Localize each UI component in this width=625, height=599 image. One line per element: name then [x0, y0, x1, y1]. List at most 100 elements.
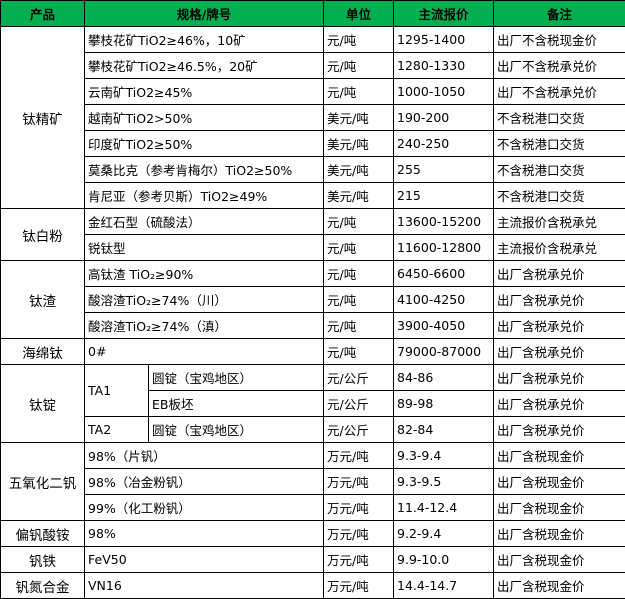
price-cell: 9.9-10.0 [393, 546, 495, 573]
table-row: TA2 圆锭（宝鸡地区） 元/公斤 82-84 出厂含税承兑价 [1, 416, 625, 443]
spec-cell: 锐钛型 [83, 234, 325, 261]
price-cell: 215 [393, 182, 495, 209]
form-cell: 圆锭（宝鸡地区） [147, 364, 325, 391]
note-cell: 出厂含税现金价 [493, 572, 625, 599]
note-cell: 不含税港口交货 [493, 130, 625, 157]
table-row: 产品 规格/牌号 单位 主流报价 备注 [0, 0, 625, 27]
table-row: 钒氮合金 VN16 万元/吨 14.4-14.7 出厂含税现金价 [0, 572, 625, 599]
price-cell: 190-200 [393, 104, 495, 131]
note-cell: 出厂不含税承兑价 [493, 52, 625, 79]
header-cell: 单位 [323, 0, 395, 27]
table-row: 99%（化工粉钒） 万元/吨 11.4-12.4 出厂含税现金价 [1, 494, 625, 521]
spec-cell: 莫桑比克（参考肯梅尔）TiO2≥50% [83, 156, 325, 183]
product-cell: 钛精矿 [0, 26, 85, 209]
price-cell: 13600-15200 [393, 208, 495, 235]
table-row: 越南矿TiO2>50% 美元/吨 190-200 不含税港口交货 [1, 104, 625, 131]
price-cell: 9.3-9.4 [393, 442, 495, 469]
note-cell: 出厂含税现金价 [493, 520, 625, 547]
form-cell: 圆锭（宝鸡地区） [147, 416, 325, 443]
note-cell: 出厂不含税承兑价 [493, 78, 625, 105]
unit-cell: 万元/吨 [323, 520, 395, 547]
unit-cell: 元/吨 [323, 338, 395, 365]
header-cell: 产品 [0, 0, 85, 27]
price-cell: 89-98 [393, 390, 495, 417]
unit-cell: 万元/吨 [323, 442, 395, 469]
unit-cell: 元/吨 [323, 78, 395, 105]
table-row: 钛锭 TA1 圆锭（宝鸡地区） 元/公斤 84-86 出厂含税承兑价 [0, 364, 625, 443]
price-cell: 4100-4250 [393, 286, 495, 313]
unit-cell: 万元/吨 [323, 468, 395, 495]
table-row: 酸溶渣TiO₂≥74%（滇） 元/吨 3900-4050 出厂含税承兑价 [1, 312, 625, 339]
table-row: 云南矿TiO2≥45% 元/吨 1000-1050 出厂不含税承兑价 [1, 78, 625, 105]
price-cell: 1295-1400 [393, 26, 495, 53]
spec-cell: 酸溶渣TiO₂≥74%（滇） [83, 312, 325, 339]
table-row: 锐钛型 元/吨 11600-12800 主流报价含税承兑 [1, 234, 625, 261]
note-cell: 出厂含税承兑价 [493, 390, 625, 417]
spec-cell: 金红石型（硫酸法） [83, 208, 325, 235]
grade-cell: TA2 [84, 416, 149, 443]
unit-cell: 美元/吨 [323, 104, 395, 131]
table-row: 肯尼亚（参考贝斯）TiO2≥49% 美元/吨 215 不含税港口交货 [1, 182, 625, 209]
table-row: 钛精矿 攀枝花矿TiO2≥46%，10矿 元/吨 1295-1400 出厂不含税现金价 [0, 26, 625, 209]
spec-cell: 云南矿TiO2≥45% [83, 78, 325, 105]
spec-cell: 攀枝花矿TiO2≥46%，10矿 [83, 26, 325, 53]
unit-cell: 元/吨 [323, 208, 395, 235]
unit-cell: 万元/吨 [323, 572, 395, 599]
price-cell: 11.4-12.4 [393, 494, 495, 521]
table-row: 五氧化二钒 98%（片钒） 万元/吨 9.3-9.4 出厂含税现金价 [0, 442, 625, 521]
price-cell: 240-250 [393, 130, 495, 157]
table-row: 偏钒酸铵 98% 万元/吨 9.2-9.4 出厂含税现金价 [0, 520, 625, 547]
spec-cell: 98% [83, 520, 325, 547]
note-cell: 不含税港口交货 [493, 156, 625, 183]
price-cell: 3900-4050 [393, 312, 495, 339]
price-cell: 6450-6600 [393, 260, 495, 287]
product-cell: 钛锭 [0, 364, 85, 443]
unit-cell: 元/公斤 [323, 364, 395, 391]
note-cell: 主流报价含税承兑 [493, 234, 625, 261]
price-cell: 255 [393, 156, 495, 183]
product-cell: 钛渣 [0, 260, 85, 339]
spec-cell: 0# [83, 338, 325, 365]
unit-cell: 美元/吨 [323, 130, 395, 157]
table-row: 酸溶渣TiO₂≥74%（川） 元/吨 4100-4250 出厂含税承兑价 [1, 286, 625, 313]
spec-cell: 肯尼亚（参考贝斯）TiO2≥49% [83, 182, 325, 209]
header-cell: 备注 [493, 0, 625, 27]
unit-cell: 元/吨 [323, 234, 395, 261]
unit-cell: 美元/吨 [323, 156, 395, 183]
table-row: 莫桑比克（参考肯梅尔）TiO2≥50% 美元/吨 255 不含税港口交货 [1, 156, 625, 183]
note-cell: 出厂含税现金价 [493, 468, 625, 495]
price-cell: 9.2-9.4 [393, 520, 495, 547]
price-cell: 11600-12800 [393, 234, 495, 261]
table-row: 钛白粉 金红石型（硫酸法） 元/吨 13600-15200 主流报价含税承兑 [0, 208, 625, 261]
spec-cell: 攀枝花矿TiO2≥46.5%，20矿 [83, 52, 325, 79]
product-cell: 钒氮合金 [0, 572, 85, 599]
header-cell: 主流报价 [393, 0, 495, 27]
table-row: 98%（冶金粉钒） 万元/吨 9.3-9.5 出厂含税现金价 [1, 468, 625, 495]
note-cell: 出厂含税承兑价 [493, 416, 625, 443]
note-cell: 主流报价含税承兑 [493, 208, 625, 235]
note-cell: 不含税港口交货 [493, 182, 625, 209]
unit-cell: 万元/吨 [323, 494, 395, 521]
product-cell: 五氧化二钒 [0, 442, 85, 521]
spec-cell: 高钛渣 TiO₂≥90% [83, 260, 325, 287]
note-cell: 不含税港口交货 [493, 104, 625, 131]
unit-cell: 元/公斤 [323, 416, 395, 443]
product-cell: 海绵钛 [0, 338, 85, 365]
spec-cell: 越南矿TiO2>50% [83, 104, 325, 131]
table-row: 海绵钛 0# 元/吨 79000-87000 出厂含税承兑价 [0, 338, 625, 365]
unit-cell: 元/公斤 [323, 390, 395, 417]
table-row: EB板坯 元/公斤 89-98 出厂含税承兑价 [1, 390, 625, 417]
header-cell: 规格/牌号 [83, 0, 325, 27]
table-row: 钛渣 高钛渣 TiO₂≥90% 元/吨 6450-6600 出厂含税承兑价 [0, 260, 625, 339]
table-row: 攀枝花矿TiO2≥46.5%，20矿 元/吨 1280-1330 出厂不含税承兑价 [1, 52, 625, 79]
spec-cell: VN16 [83, 572, 325, 599]
price-cell: 1000-1050 [393, 78, 495, 105]
note-cell: 出厂含税现金价 [493, 546, 625, 573]
note-cell: 出厂含税承兑价 [493, 364, 625, 391]
spec-cell: 酸溶渣TiO₂≥74%（川） [83, 286, 325, 313]
price-cell: 84-86 [393, 364, 495, 391]
price-cell: 1280-1330 [393, 52, 495, 79]
price-cell: 14.4-14.7 [393, 572, 495, 599]
